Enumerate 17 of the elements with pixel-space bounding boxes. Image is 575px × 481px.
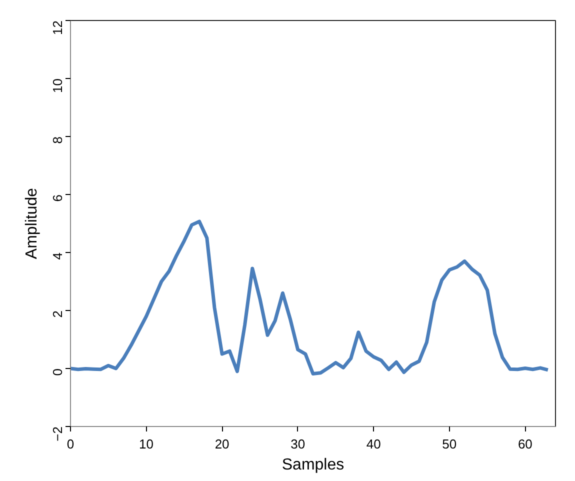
y-tick-label: 6 [50, 194, 65, 202]
y-tick-label: −2 [50, 426, 65, 442]
x-tick-label: 0 [66, 436, 74, 452]
x-tick-label: 10 [139, 436, 154, 452]
x-tick-label: 30 [290, 436, 306, 452]
x-axis-title: Samples [282, 456, 344, 474]
y-tick-label: 2 [50, 310, 65, 318]
x-tick-label: 50 [442, 436, 457, 452]
x-tick-label: 20 [214, 436, 230, 452]
y-axis-title: Amplitude [24, 188, 40, 260]
y-tick-label: 8 [50, 136, 65, 144]
y-tick-label: 12 [50, 20, 65, 35]
y-tick-label: 0 [50, 368, 65, 376]
x-tick-label: 60 [518, 436, 532, 452]
y-tick-label: 4 [50, 252, 65, 260]
x-tick-label: 40 [366, 436, 381, 452]
y-tick-label: 10 [50, 78, 65, 93]
